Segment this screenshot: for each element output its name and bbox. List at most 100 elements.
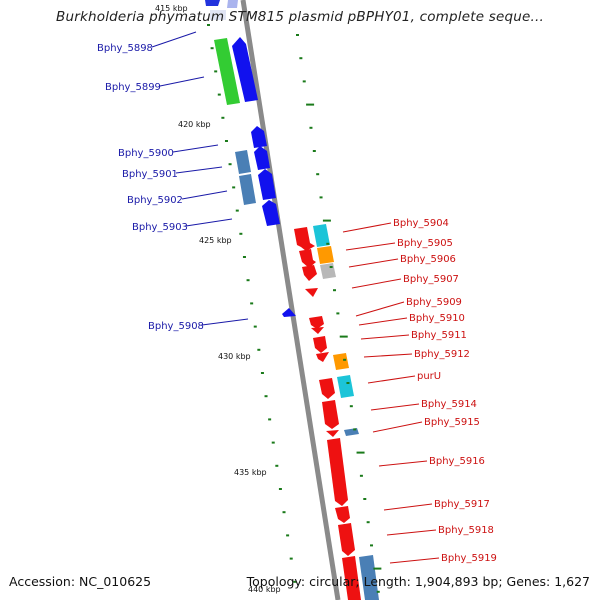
gene-feature[interactable] xyxy=(210,10,226,20)
scale-tick xyxy=(359,474,363,477)
scale-tick xyxy=(373,567,382,570)
gene-feature[interactable] xyxy=(232,37,258,102)
gene-feature[interactable] xyxy=(327,438,348,506)
gene-feature[interactable] xyxy=(205,0,220,6)
gene-feature[interactable] xyxy=(227,0,238,8)
left-features xyxy=(205,0,296,317)
accession-text: Accession: NC_010625 xyxy=(9,574,152,589)
leader-line xyxy=(351,278,402,289)
gene-feature[interactable] xyxy=(251,126,267,148)
scale-tick xyxy=(221,116,225,119)
scale-tick xyxy=(319,196,323,199)
right-gene-label-texts: Bphy_5904 Bphy_5905 Bphy_5906 Bphy_5907 … xyxy=(393,218,497,564)
gene-feature[interactable] xyxy=(254,146,270,170)
gene-label[interactable]: Bphy_5899 xyxy=(105,82,161,93)
scale-tick xyxy=(346,382,350,384)
gene-feature[interactable] xyxy=(294,227,315,251)
scale-tick xyxy=(228,163,232,166)
genome-summary-text: Topology: circular; Length: 1,904,893 bp… xyxy=(246,574,590,589)
scale-tick xyxy=(224,140,228,142)
scale-label-425: 425 kbp xyxy=(199,236,232,245)
gene-label[interactable]: Bphy_5911 xyxy=(411,330,467,341)
gene-feature[interactable] xyxy=(313,336,327,353)
backbone-line xyxy=(240,0,341,600)
scale-tick xyxy=(271,441,275,444)
gene-feature[interactable] xyxy=(282,308,296,317)
leader-line xyxy=(159,76,205,87)
scale-tick xyxy=(349,405,353,408)
gene-label[interactable]: Bphy_5909 xyxy=(406,297,462,308)
scale-tick xyxy=(289,557,293,560)
scale-tick xyxy=(353,428,357,431)
scale-tick xyxy=(260,372,264,374)
leader-line xyxy=(185,218,233,227)
gene-feature[interactable] xyxy=(338,523,355,556)
scale-tick xyxy=(306,103,315,106)
scale-tick xyxy=(333,289,337,292)
gene-label[interactable]: Bphy_5910 xyxy=(409,313,465,324)
gene-feature-cyan[interactable] xyxy=(337,375,354,398)
gene-feature[interactable] xyxy=(311,327,324,334)
scale-tick xyxy=(336,312,340,315)
left-gene-label-texts: Bphy_5898 Bphy_5899 Bphy_5900 Bphy_5901 … xyxy=(97,43,204,332)
gene-label[interactable]: Bphy_5900 xyxy=(118,148,174,159)
scale-label-415: 415 kbp xyxy=(155,4,188,13)
gene-feature[interactable] xyxy=(322,400,339,429)
gene-feature[interactable] xyxy=(326,430,339,437)
gene-feature[interactable] xyxy=(299,249,316,268)
gene-label[interactable]: Bphy_5903 xyxy=(132,222,188,233)
scale-tick xyxy=(296,34,299,36)
gene-feature[interactable] xyxy=(319,378,335,399)
gene-label[interactable]: Bphy_5908 xyxy=(148,321,204,332)
gene-feature-steel[interactable] xyxy=(344,428,359,436)
gene-feature[interactable] xyxy=(305,288,318,297)
scale-tick xyxy=(210,47,214,50)
scale-tick xyxy=(339,335,348,338)
scale-tick xyxy=(232,186,236,189)
gene-feature[interactable] xyxy=(316,352,329,362)
gene-label[interactable]: Bphy_5907 xyxy=(403,274,459,285)
gene-feature[interactable] xyxy=(309,316,324,329)
scale-tick xyxy=(278,488,282,490)
leader-line xyxy=(175,166,223,174)
gene-label[interactable]: Bphy_5906 xyxy=(400,254,456,265)
gene-feature[interactable] xyxy=(335,506,350,523)
gene-feature-steel[interactable] xyxy=(359,555,379,600)
scale-tick xyxy=(299,57,303,60)
leader-line xyxy=(360,334,410,340)
scale-tick xyxy=(293,580,297,583)
leader-line xyxy=(367,375,416,384)
gene-label[interactable]: Bphy_5902 xyxy=(127,195,183,206)
scale-tick xyxy=(282,511,286,514)
scale-tick xyxy=(286,534,290,537)
leader-line xyxy=(201,318,249,326)
scale-tick xyxy=(329,266,333,268)
gene-feature-orange[interactable] xyxy=(317,246,334,264)
gene-label[interactable]: Bphy_5898 xyxy=(97,43,153,54)
scale-label-435: 435 kbp xyxy=(234,468,267,477)
gene-label[interactable]: Bphy_5914 xyxy=(421,399,477,410)
gene-feature-grey[interactable] xyxy=(320,263,336,279)
gene-feature[interactable] xyxy=(262,200,280,226)
gene-feature-orange[interactable] xyxy=(333,353,349,370)
gene-label[interactable]: Bphy_5904 xyxy=(393,218,449,229)
gene-label[interactable]: Bphy_5916 xyxy=(429,456,485,467)
leader-line xyxy=(151,31,197,48)
gene-label[interactable]: Bphy_5915 xyxy=(424,417,480,428)
gene-feature-steel[interactable] xyxy=(239,174,256,205)
gene-feature-cyan[interactable] xyxy=(313,224,330,247)
gene-feature[interactable] xyxy=(258,169,276,200)
gene-label[interactable]: Bphy_5901 xyxy=(122,169,178,180)
gene-label[interactable]: Bphy_5912 xyxy=(414,349,470,360)
gene-feature-green[interactable] xyxy=(214,38,240,105)
gene-label[interactable]: Bphy_5917 xyxy=(434,499,490,510)
gene-feature-steel[interactable] xyxy=(235,150,251,174)
gene-label[interactable]: Bphy_5919 xyxy=(441,553,497,564)
gene-label[interactable]: Bphy_5905 xyxy=(397,238,453,249)
gene-label[interactable]: purU xyxy=(417,371,441,382)
scale-tick xyxy=(356,451,365,454)
gene-feature[interactable] xyxy=(342,556,361,600)
gene-feature[interactable] xyxy=(302,265,317,281)
gene-label[interactable]: Bphy_5918 xyxy=(438,525,494,536)
